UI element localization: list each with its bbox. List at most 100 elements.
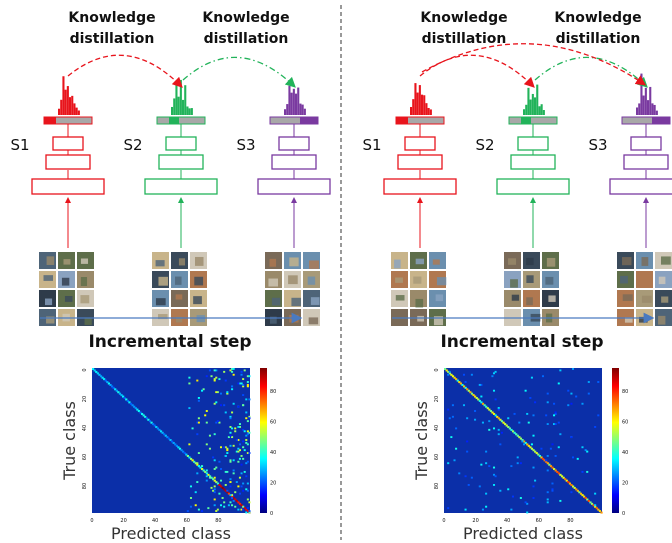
diagonal-cell	[114, 388, 117, 391]
diagonal-cell	[559, 473, 562, 476]
diagonal-cell	[107, 382, 111, 385]
offdiag-cell	[215, 401, 218, 404]
offdiag-cell	[467, 484, 470, 486]
sample-image-detail	[178, 258, 186, 266]
x-tick-label: 60	[184, 518, 190, 524]
offdiag-cell	[586, 450, 589, 453]
diagonal-cell	[600, 511, 603, 514]
offdiag-cell	[235, 450, 238, 453]
offdiag-cell	[246, 385, 249, 388]
offdiag-cell	[242, 446, 245, 449]
sample-image-detail	[63, 259, 71, 265]
network-layer-wide	[31, 178, 105, 195]
histogram-bar	[64, 89, 67, 115]
y-axis-label: True class	[412, 401, 431, 481]
offdiag-cell	[464, 381, 467, 383]
incremental-step-label: Incremental step	[440, 332, 603, 352]
histogram-bar	[288, 85, 291, 115]
colorbar-tick-label: 80	[270, 389, 276, 395]
output-bar	[508, 116, 558, 125]
output-bar-segment	[652, 117, 670, 124]
diagonal-cell	[459, 382, 463, 385]
kd-label-line2: distillation	[70, 31, 155, 47]
sample-image-detail	[395, 277, 403, 283]
offdiag-cell	[240, 455, 243, 457]
offdiag-cell	[205, 421, 208, 424]
colorbar	[260, 368, 267, 513]
diagonal-cell	[163, 433, 166, 436]
offdiag-cell	[526, 412, 529, 415]
sample-image-detail	[394, 259, 401, 269]
histogram-bar	[188, 108, 191, 115]
diagonal-cell	[529, 446, 532, 449]
offdiag-cell	[197, 508, 200, 511]
offdiag-cell	[215, 421, 218, 424]
offdiag-cell	[242, 385, 245, 388]
offdiag-cell	[202, 388, 205, 391]
offdiag-cell	[205, 410, 208, 412]
sample-image-detail	[307, 276, 316, 285]
offdiag-cell	[575, 395, 578, 398]
offdiag-cell	[481, 508, 484, 511]
offdiag-cell	[466, 450, 469, 453]
network-layer-wide	[496, 178, 570, 195]
sample-image-detail	[415, 258, 425, 265]
diagonal-cell	[500, 420, 504, 423]
offdiag-cell	[581, 470, 584, 473]
offdiag-cell	[492, 427, 496, 430]
offdiag-cell	[218, 492, 221, 495]
sample-image-detail	[175, 316, 183, 323]
offdiag-cell	[488, 465, 491, 468]
offdiag-cell	[553, 402, 556, 405]
offdiag-cell	[497, 433, 500, 436]
offdiag-cell	[549, 447, 552, 450]
offdiag-cell	[594, 426, 597, 428]
offdiag-cell	[238, 476, 241, 479]
colorbar	[612, 368, 619, 513]
diagonal-cell	[169, 439, 172, 442]
offdiag-cell	[243, 430, 246, 433]
diagonal-cell	[576, 489, 579, 492]
offdiag-cell	[229, 478, 232, 481]
diagonal-cell	[106, 381, 109, 384]
diagonal-cell	[153, 424, 156, 427]
diagonal-cell	[147, 418, 150, 421]
y-tick-label: 60	[82, 454, 88, 460]
offdiag-cell	[523, 443, 526, 446]
network-layer-wide	[383, 178, 457, 195]
diagonal-cell	[202, 469, 205, 472]
offdiag-cell	[571, 456, 575, 459]
panel-left: Knowledge distillation Knowledge distillati…	[10, 10, 331, 543]
diagonal-cell	[478, 399, 481, 402]
offdiag-cell	[186, 510, 189, 512]
network-layer-mid	[397, 154, 443, 170]
offdiag-cell	[480, 463, 483, 466]
diagonal-cell	[110, 385, 114, 388]
offdiag-cell	[232, 469, 235, 472]
diagonal-cell	[448, 372, 451, 375]
diagonal-cell	[444, 368, 447, 371]
sample-image-detail	[548, 295, 556, 302]
y-tick-label: 0	[82, 368, 88, 371]
histogram-bar	[542, 110, 545, 115]
offdiag-cell	[215, 466, 218, 469]
offdiag-cell	[532, 414, 535, 417]
diagonal-cell	[156, 427, 159, 430]
offdiag-cell	[234, 491, 237, 494]
offdiag-cell	[551, 443, 554, 446]
offdiag-cell	[532, 466, 535, 469]
diagonal-cell	[450, 373, 453, 376]
offdiag-cell	[213, 369, 216, 372]
diagonal-cell	[486, 407, 489, 410]
offdiag-cell	[237, 450, 240, 453]
x-tick-label: 0	[442, 518, 445, 524]
histogram-bar	[655, 110, 658, 115]
offdiag-cell	[478, 383, 481, 386]
sample-image-detail	[508, 258, 517, 265]
diagonal-cell	[231, 495, 234, 498]
x-tick-label: 80	[215, 518, 221, 524]
offdiag-cell	[516, 462, 519, 465]
offdiag-cell	[213, 476, 216, 479]
diagonal-cell	[201, 468, 204, 471]
sample-image-detail	[526, 275, 534, 283]
